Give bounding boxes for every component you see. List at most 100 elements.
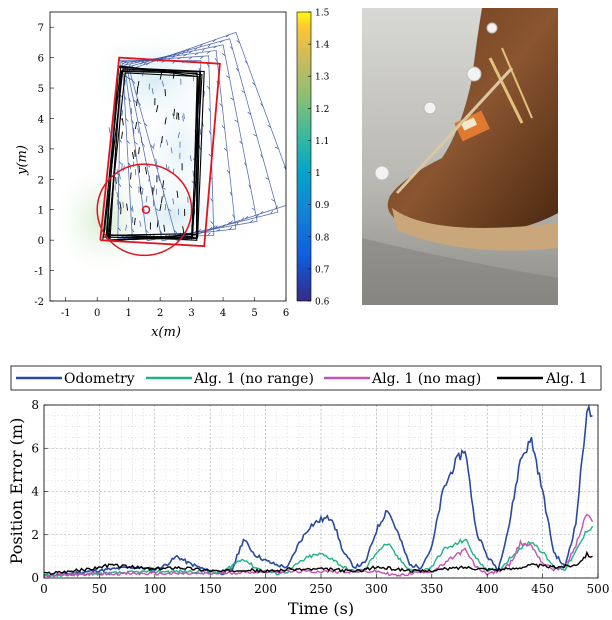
reference-rectangle	[99, 56, 221, 248]
odometry-arrow	[219, 103, 223, 107]
odometry-arrow	[183, 113, 185, 120]
y-axis-label: y(m)	[15, 145, 30, 176]
odometry-arrow	[132, 205, 134, 212]
odometry-arrow	[234, 119, 239, 123]
alg1-arrow	[161, 135, 163, 144]
odometry-arrow	[162, 187, 166, 190]
legend-item-alg1-no-range: Alg. 1 (no range)	[146, 371, 314, 387]
odometry-arrow	[244, 60, 248, 65]
odometry-arrow	[221, 125, 225, 129]
odometry-arrow	[259, 210, 264, 215]
odometry-arrow	[155, 158, 157, 165]
odometry-arrow	[228, 226, 233, 230]
y-tick-label: 1	[38, 206, 44, 217]
odometry-arrow	[213, 45, 218, 49]
odometry-arrow	[212, 39, 217, 43]
odometry-arrow	[155, 165, 159, 170]
grid	[43, 404, 599, 579]
alg1-arrow	[173, 108, 175, 116]
x-tick-label: 0	[40, 582, 48, 596]
colorbar-tick-label: 1.1	[315, 137, 329, 147]
odometry-arrow	[155, 208, 159, 212]
odometry-arrow	[153, 185, 155, 192]
odometry-arrow	[271, 199, 276, 202]
alg1-arrow	[164, 117, 167, 125]
odometry-arrow	[244, 162, 247, 167]
odometry-arrow-loop	[103, 60, 202, 241]
colorbar-tick-label: 1.5	[315, 9, 330, 19]
y-tick-label: 6	[38, 54, 44, 65]
x-tick-label: 4	[220, 308, 226, 319]
odometry-arrow	[116, 191, 119, 198]
odometry-arrow	[201, 48, 205, 52]
y-tick-label: 5	[38, 84, 44, 95]
odometry-arrow	[177, 132, 180, 139]
odometry-arrow	[118, 205, 120, 210]
odometry-arrow	[145, 229, 149, 234]
alg1-arrow	[121, 118, 124, 126]
odometry-arrow	[229, 46, 234, 50]
alg1-arrow	[155, 105, 159, 113]
alg1-arrow	[136, 98, 138, 106]
odometry-arrow	[229, 220, 233, 224]
odometry-arrow	[225, 75, 230, 79]
y-tick-label: 4	[38, 114, 44, 125]
odometry-arrow	[130, 107, 133, 115]
odometry-arrow	[194, 47, 198, 51]
odometry-arrow	[131, 119, 134, 124]
odometry-arrow	[270, 210, 274, 215]
odometry-arrow	[132, 80, 136, 84]
odometry-arrow	[214, 58, 218, 62]
alg1-arrow	[139, 187, 142, 195]
alg1-arrow	[160, 196, 163, 204]
alg1-arrow	[162, 180, 165, 188]
odometry-arrow-loop	[124, 44, 258, 242]
odometry-arrow	[142, 188, 144, 195]
alg1-arrow	[115, 177, 117, 185]
odometry-arrow	[206, 50, 211, 54]
odometry-arrow	[199, 230, 204, 234]
odometry-arrow	[253, 134, 257, 137]
colorbar-ticks: 1.5 1.4 1.3 1.2 1.1 1 0.9 0.8 0.7 0.6	[308, 9, 330, 308]
odometry-arrow	[210, 198, 214, 202]
alg1-arrow	[138, 147, 140, 155]
odometry-arrow	[159, 229, 163, 234]
odometry-arrow	[167, 208, 172, 212]
odometry-arrow	[164, 204, 167, 211]
odometry-arrow	[255, 214, 259, 218]
odometry-arrow	[172, 198, 175, 205]
odometry-arrow	[139, 220, 142, 227]
odometry-arrow	[241, 90, 245, 94]
x-tick-label: 6	[283, 308, 289, 319]
odometry-arrow	[267, 124, 271, 128]
sensor-module-icon	[454, 110, 490, 142]
odometry-arrow	[171, 55, 176, 58]
x-axis-label: x(m)	[151, 325, 181, 340]
colorbar-tick-label: 0.7	[315, 265, 330, 275]
x-tick-label: 0	[94, 308, 100, 319]
odometry-arrow	[265, 177, 270, 180]
odometry-arrow	[200, 55, 204, 60]
odometry-arrow	[122, 201, 124, 208]
odometry-arrow	[183, 54, 188, 57]
odometry-arrow	[274, 205, 278, 210]
odometry-arrow	[214, 225, 218, 229]
odometry-arrow	[203, 90, 205, 97]
odometry-arrow	[274, 146, 279, 150]
odometry-arrow	[177, 57, 182, 60]
odometry-arrow	[108, 127, 111, 134]
odometry-arrow	[223, 147, 228, 152]
odometry-arrow	[121, 109, 124, 116]
odometry-arrow	[194, 52, 199, 56]
odometry-arrow	[121, 163, 123, 170]
alg1-loop	[103, 68, 201, 241]
colorbar-tick-label: 1.4	[315, 41, 330, 51]
svg-text:Odometry: Odometry	[64, 371, 135, 387]
odometry-arrow	[152, 143, 155, 150]
odometry-arrow	[197, 228, 202, 233]
odometry-arrow	[117, 227, 121, 231]
alg1-arrow	[159, 203, 162, 211]
odometry-arrow	[189, 155, 192, 162]
y-tick-label: 7	[38, 23, 44, 34]
